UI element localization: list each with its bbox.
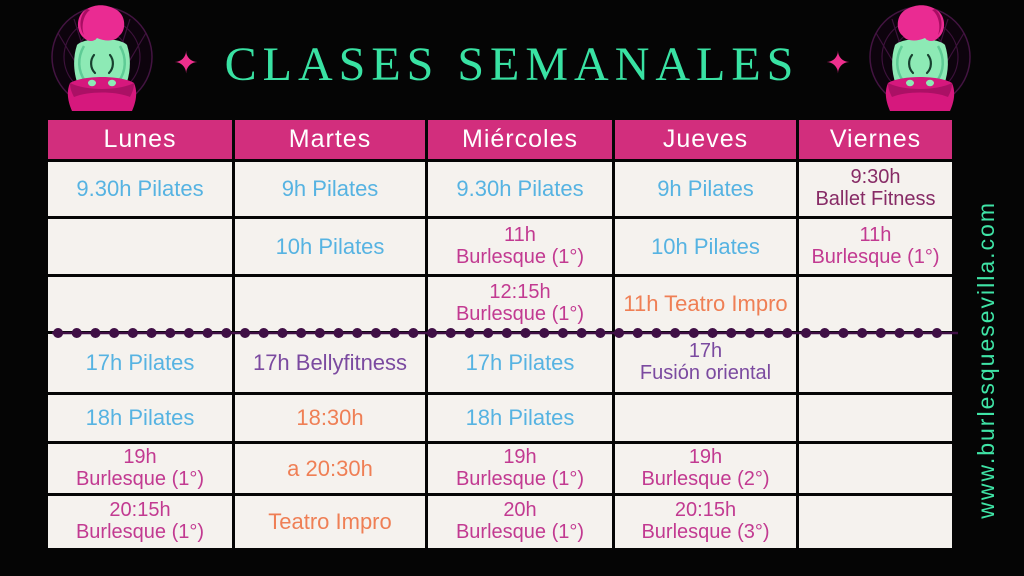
schedule-cell: 19h Burlesque (2°)	[615, 444, 796, 493]
schedule-cell-line: 11h Teatro Impro	[623, 291, 788, 317]
schedule-cell-line: 18h Pilates	[465, 405, 575, 431]
schedule-cell-line: 17h Bellyfitness	[252, 350, 408, 376]
schedule-cell: 17h Pilates	[48, 334, 232, 392]
day-header: Viernes	[799, 120, 952, 159]
schedule-cell: 12:15h Burlesque (1°)	[428, 277, 612, 331]
schedule-cell-line: 20:15h	[674, 499, 737, 522]
schedule-cell-empty	[615, 395, 796, 441]
schedule-cell-line: a 20:30h	[287, 455, 373, 481]
dancer-back-icon	[51, 5, 153, 111]
website-url-text: www.burlesquesevilla.com	[972, 201, 999, 519]
schedule-cell: 9h Pilates	[615, 162, 796, 216]
schedule-cell: 17h Bellyfitness	[235, 334, 425, 392]
sparkle-icon: ✦	[173, 47, 199, 80]
schedule-cell-line: 19h	[688, 445, 723, 468]
dancer-back-icon	[869, 5, 971, 111]
schedule-cell: 11h Burlesque (1°)	[799, 219, 952, 274]
schedule-cell-empty	[799, 496, 952, 548]
title-bar: ✦ CLASES SEMANALES ✦	[140, 28, 884, 100]
schedule-cell-line: 17h Pilates	[85, 350, 195, 376]
schedule-cell-line: 19h	[503, 445, 537, 468]
day-header: Martes	[235, 120, 425, 159]
day-header: Jueves	[615, 120, 796, 159]
schedule-cell-empty	[48, 219, 232, 274]
schedule-cell-empty	[799, 277, 952, 331]
page-title: CLASES SEMANALES	[224, 37, 800, 91]
schedule-cell-line: 9.30h Pilates	[456, 176, 584, 202]
schedule-cell-line: 10h Pilates	[275, 233, 385, 259]
schedule-cell: 9h Pilates	[235, 162, 425, 216]
schedule-cell-line: Teatro Impro	[268, 509, 392, 535]
schedule-cell: 18h Pilates	[428, 395, 612, 441]
schedule-cell: 19h Burlesque (1°)	[428, 444, 612, 493]
schedule-cell: 20:15h Burlesque (1°)	[48, 496, 232, 548]
schedule-cell-line: Burlesque (1°)	[75, 467, 205, 490]
schedule-cell-line: 9.30h Pilates	[76, 176, 204, 202]
schedule-cell: 9:30h Ballet Fitness	[799, 162, 952, 216]
schedule-cell-line: Fusión oriental	[639, 362, 772, 384]
schedule-cell-empty	[48, 277, 232, 331]
schedule-cell-line: Burlesque (2°)	[641, 467, 770, 490]
schedule-cell-line: Ballet Fitness	[815, 188, 936, 210]
dotted-line-icon	[52, 328, 958, 338]
schedule-cell-empty	[799, 334, 952, 392]
schedule-cell-line: 9h Pilates	[281, 176, 379, 202]
schedule-cell: 17h Fusión oriental	[615, 334, 796, 392]
schedule-cell: 18:30h	[235, 395, 425, 441]
schedule-cell: 11h Burlesque (1°)	[428, 219, 612, 274]
schedule-cell-line: 11h	[504, 223, 536, 246]
schedule-cell-line: Burlesque (1°)	[75, 521, 205, 543]
schedule-cell: 20h Burlesque (1°)	[428, 496, 612, 548]
schedule-cell: 10h Pilates	[235, 219, 425, 274]
dotted-divider	[52, 326, 958, 340]
schedule-cell-line: 12:15h	[489, 281, 551, 304]
schedule-cell-line: 17h Pilates	[465, 350, 575, 376]
schedule-cell-line: Burlesque (1°)	[811, 245, 940, 268]
burlesque-figure-left	[28, 0, 176, 112]
day-header: Miércoles	[428, 120, 612, 159]
schedule-cell-line: 10h Pilates	[651, 233, 760, 259]
day-header: Lunes	[48, 120, 232, 159]
schedule-cell: 19h Burlesque (1°)	[48, 444, 232, 493]
schedule-cell: a 20:30h	[235, 444, 425, 493]
website-url: www.burlesquesevilla.com	[963, 148, 1009, 572]
schedule-cell-line: 9:30h	[850, 166, 901, 189]
schedule-cell-empty	[799, 395, 952, 441]
schedule-cell-line: 11h	[859, 223, 892, 246]
schedule-cell-line: 20h	[503, 499, 537, 522]
schedule-cell: 20:15h Burlesque (3°)	[615, 496, 796, 548]
burlesque-figure-right	[846, 0, 994, 112]
schedule-cell-line: 18h Pilates	[85, 405, 195, 431]
schedule-cell-line: 20:15h	[109, 499, 171, 522]
schedule-cell: 11h Teatro Impro	[615, 277, 796, 331]
schedule-cell-line: 9h Pilates	[657, 176, 754, 202]
schedule-cell-line: Burlesque (3°)	[641, 521, 770, 543]
schedule-cell: 18h Pilates	[48, 395, 232, 441]
schedule-cell: Teatro Impro	[235, 496, 425, 548]
sparkle-icon: ✦	[825, 47, 851, 80]
schedule-cell-line: Burlesque (1°)	[455, 521, 585, 543]
schedule-cell: 10h Pilates	[615, 219, 796, 274]
schedule-cell-empty	[799, 444, 952, 493]
schedule-cell-line: 19h	[123, 445, 157, 468]
schedule-cell-line: 17h	[688, 340, 723, 363]
schedule-cell-empty	[235, 277, 425, 331]
schedule-cell-line: Burlesque (1°)	[455, 245, 585, 268]
schedule-cell: 9.30h Pilates	[48, 162, 232, 216]
schedule-table: Lunes Martes Miércoles Jueves Viernes 9.30h P…	[45, 117, 955, 551]
schedule-cell-line: Burlesque (1°)	[455, 467, 585, 490]
schedule-cell-line: 18:30h	[296, 405, 364, 431]
schedule-cell-line: Burlesque (1°)	[455, 303, 585, 325]
schedule-cell: 17h Pilates	[428, 334, 612, 392]
schedule-cell: 9.30h Pilates	[428, 162, 612, 216]
